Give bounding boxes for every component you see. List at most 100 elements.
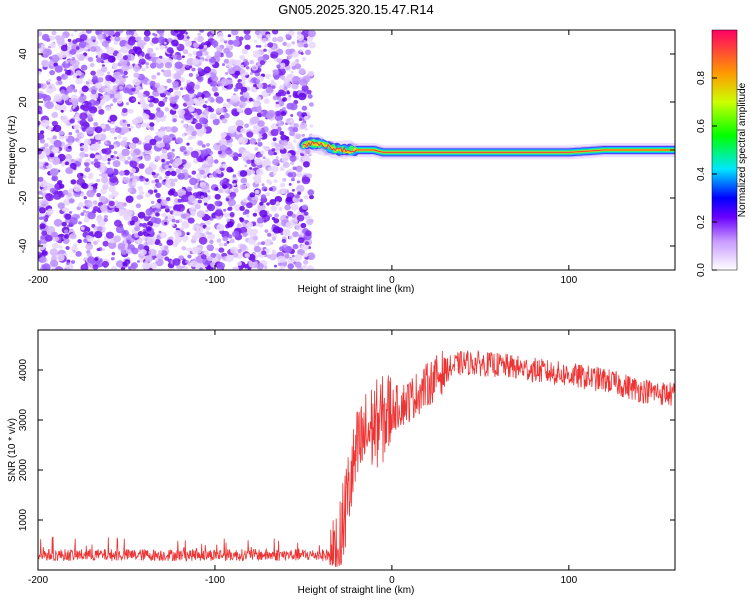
- noise-speckle: [196, 50, 203, 57]
- noise-speckle: [187, 217, 195, 224]
- noise-speckle: [64, 213, 72, 220]
- noise-speckle: [297, 191, 302, 195]
- noise-speckle: [74, 30, 78, 33]
- noise-speckle: [292, 75, 301, 84]
- noise-speckle: [149, 162, 155, 168]
- noise-speckle: [122, 108, 128, 113]
- noise-speckle: [187, 254, 192, 259]
- noise-speckle: [157, 36, 166, 44]
- noise-speckle: [55, 266, 64, 270]
- noise-speckle: [70, 33, 74, 37]
- noise-speckle: [96, 31, 100, 35]
- noise-speckle: [162, 134, 170, 142]
- noise-speckle: [275, 201, 280, 206]
- noise-speckle: [264, 158, 270, 164]
- noise-speckle: [199, 169, 206, 175]
- noise-speckle: [111, 252, 116, 256]
- colorbar-tick-label: 0.4: [696, 167, 707, 181]
- noise-speckle: [89, 62, 95, 68]
- noise-speckle: [275, 156, 279, 159]
- spectrogram-y-tick-label: 20: [18, 96, 29, 108]
- noise-speckle: [45, 193, 54, 202]
- noise-speckle: [277, 262, 282, 266]
- noise-speckle: [173, 36, 178, 40]
- noise-speckle: [92, 143, 101, 151]
- noise-speckle: [77, 239, 82, 244]
- noise-speckle: [53, 218, 63, 227]
- noise-speckle: [53, 94, 63, 102]
- noise-speckle: [199, 117, 207, 124]
- noise-speckle: [243, 30, 251, 35]
- noise-speckle: [226, 98, 231, 102]
- noise-speckle: [259, 201, 264, 206]
- noise-speckle: [257, 120, 265, 127]
- noise-speckle: [120, 46, 129, 54]
- noise-speckle: [166, 160, 170, 165]
- noise-speckle: [47, 78, 52, 83]
- noise-speckle: [191, 170, 197, 175]
- noise-speckle: [100, 95, 104, 99]
- snr-x-ticks: -200 -100 0 100: [28, 330, 578, 586]
- noise-speckle: [301, 85, 309, 92]
- noise-speckle: [125, 89, 128, 92]
- noise-speckle: [158, 176, 163, 180]
- noise-speckle: [73, 88, 78, 93]
- noise-speckle: [276, 120, 284, 127]
- noise-speckle: [206, 143, 210, 147]
- noise-speckle: [45, 101, 54, 109]
- noise-speckle: [107, 71, 111, 75]
- noise-speckle: [281, 140, 289, 147]
- noise-speckle: [61, 221, 67, 227]
- noise-speckle: [291, 188, 295, 192]
- noise-speckle: [226, 104, 231, 108]
- noise-speckle: [290, 203, 299, 211]
- noise-speckle: [60, 109, 64, 113]
- noise-speckle: [67, 38, 72, 43]
- noise-speckle: [263, 219, 267, 223]
- noise-speckle: [260, 150, 265, 155]
- noise-speckle: [122, 136, 128, 142]
- noise-speckle: [109, 175, 118, 184]
- noise-speckle: [143, 42, 147, 45]
- noise-speckle: [108, 185, 116, 193]
- noise-speckle: [139, 175, 144, 180]
- noise-speckle: [217, 32, 224, 38]
- noise-speckle: [273, 74, 280, 80]
- noise-speckle: [190, 150, 199, 158]
- noise-speckle: [239, 226, 248, 234]
- noise-speckle: [87, 57, 94, 62]
- noise-speckle: [87, 200, 92, 204]
- noise-speckle: [47, 137, 50, 141]
- noise-speckle: [162, 98, 168, 103]
- noise-speckle: [181, 194, 190, 203]
- noise-speckle: [150, 62, 157, 69]
- noise-speckle: [38, 93, 44, 100]
- noise-speckle: [293, 123, 300, 129]
- noise-speckle: [265, 147, 269, 151]
- noise-speckle: [128, 108, 134, 114]
- noise-speckle: [51, 175, 59, 182]
- noise-speckle: [160, 199, 168, 206]
- noise-speckle: [226, 218, 230, 222]
- noise-speckle: [301, 243, 309, 251]
- noise-speckle: [172, 210, 179, 216]
- noise-speckle: [285, 136, 289, 140]
- noise-speckle: [229, 100, 235, 105]
- noise-speckle: [113, 40, 119, 45]
- noise-speckle: [236, 223, 242, 228]
- noise-speckle: [94, 158, 98, 163]
- noise-speckle: [57, 180, 63, 185]
- noise-speckle: [71, 98, 79, 105]
- noise-speckle: [92, 240, 98, 246]
- noise-speckle: [79, 119, 88, 127]
- spectrogram-y-axis-label: Frequency (Hz): [7, 116, 18, 185]
- noise-speckle: [244, 34, 251, 41]
- snr-y-ticks: 1000 2000 3000 4000: [18, 358, 675, 531]
- noise-speckle: [88, 185, 94, 191]
- noise-speckle: [204, 100, 208, 104]
- noise-speckle: [138, 163, 145, 169]
- noise-speckle: [229, 238, 235, 244]
- noise-speckle: [291, 61, 297, 66]
- noise-speckle: [285, 221, 294, 229]
- noise-speckle: [129, 237, 135, 243]
